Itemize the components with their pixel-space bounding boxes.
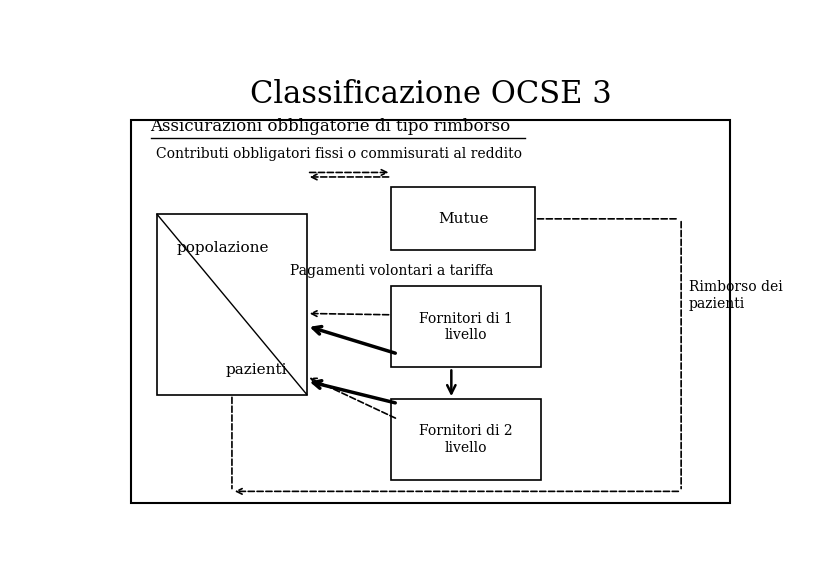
Text: Assicurazioni obbligatorie di tipo rimborso: Assicurazioni obbligatorie di tipo rimbo… bbox=[150, 118, 511, 135]
Bar bbox=[391, 287, 541, 367]
Bar bbox=[131, 120, 730, 503]
Text: Classificazione OCSE 3: Classificazione OCSE 3 bbox=[249, 80, 612, 111]
Text: Rimborso dei
pazienti: Rimborso dei pazienti bbox=[689, 280, 783, 311]
Bar bbox=[391, 399, 541, 480]
Bar bbox=[157, 214, 307, 394]
Text: Fornitori di 1
livello: Fornitori di 1 livello bbox=[419, 312, 513, 342]
Text: pazienti: pazienti bbox=[226, 363, 287, 377]
Text: Mutue: Mutue bbox=[438, 212, 488, 226]
Text: Pagamenti volontari a tariffa: Pagamenti volontari a tariffa bbox=[290, 264, 493, 278]
Bar bbox=[391, 187, 535, 250]
Text: Fornitori di 2
livello: Fornitori di 2 livello bbox=[419, 425, 513, 455]
Text: popolazione: popolazione bbox=[176, 242, 269, 256]
Text: Contributi obbligatori fissi o commisurati al reddito: Contributi obbligatori fissi o commisura… bbox=[156, 146, 522, 160]
